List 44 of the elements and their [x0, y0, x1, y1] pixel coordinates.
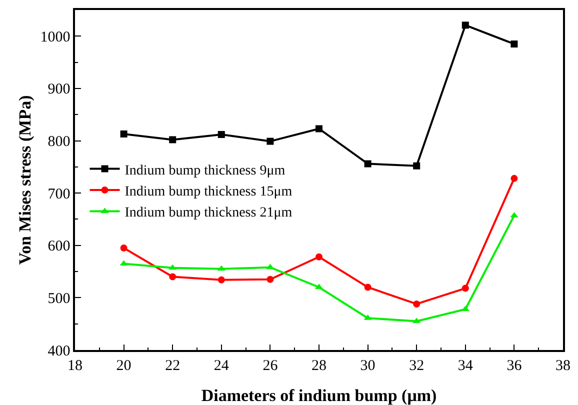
legend-label: Indium bump thickness 21μm	[124, 206, 292, 221]
y-tick-label: 800	[48, 134, 70, 150]
x-tick-label: 30	[360, 358, 376, 374]
point	[218, 276, 225, 284]
legend-label: Indium bump thickness 9μm	[124, 163, 286, 178]
x-tick-label: 26	[262, 358, 278, 374]
y-tick-label: 700	[48, 186, 70, 202]
x-tick-label: 32	[409, 358, 424, 374]
point	[510, 40, 518, 48]
point	[316, 125, 322, 132]
point	[120, 244, 128, 252]
y-tick-label: 600	[48, 238, 70, 255]
x-tick-label: 24	[214, 358, 230, 374]
point	[218, 130, 225, 138]
x-axis-title: Diameters of indium bump (μm)	[201, 386, 437, 405]
point	[266, 276, 274, 283]
point	[364, 160, 372, 168]
x-tick-label: 18	[68, 358, 82, 374]
point	[266, 138, 274, 145]
point	[169, 136, 176, 144]
point	[217, 265, 226, 271]
x-tick-label: 38	[556, 358, 570, 374]
y-axis-title: Von Mises stress (MPa)	[16, 95, 34, 265]
x-tick-label: 36	[506, 358, 522, 374]
point	[413, 162, 420, 170]
x-tick-label: 22	[165, 358, 180, 374]
x-tick-label: 20	[116, 358, 132, 374]
point	[413, 300, 420, 308]
point	[120, 130, 128, 138]
point	[462, 22, 469, 29]
y-tick-label: 900	[48, 82, 70, 98]
point	[266, 264, 274, 270]
point	[168, 264, 177, 270]
y-tick-label: 400	[48, 343, 70, 360]
point	[169, 273, 176, 280]
x-tick-label: 28	[312, 358, 326, 374]
x-tick-label: 34	[458, 358, 474, 374]
point	[364, 284, 372, 291]
legend-label: Indium bump thickness 15μm	[124, 184, 292, 200]
y-tick-label: 1000	[40, 29, 70, 46]
point	[462, 284, 469, 292]
point	[316, 253, 322, 260]
y-tick-label: 500	[48, 290, 70, 307]
point	[510, 174, 518, 182]
